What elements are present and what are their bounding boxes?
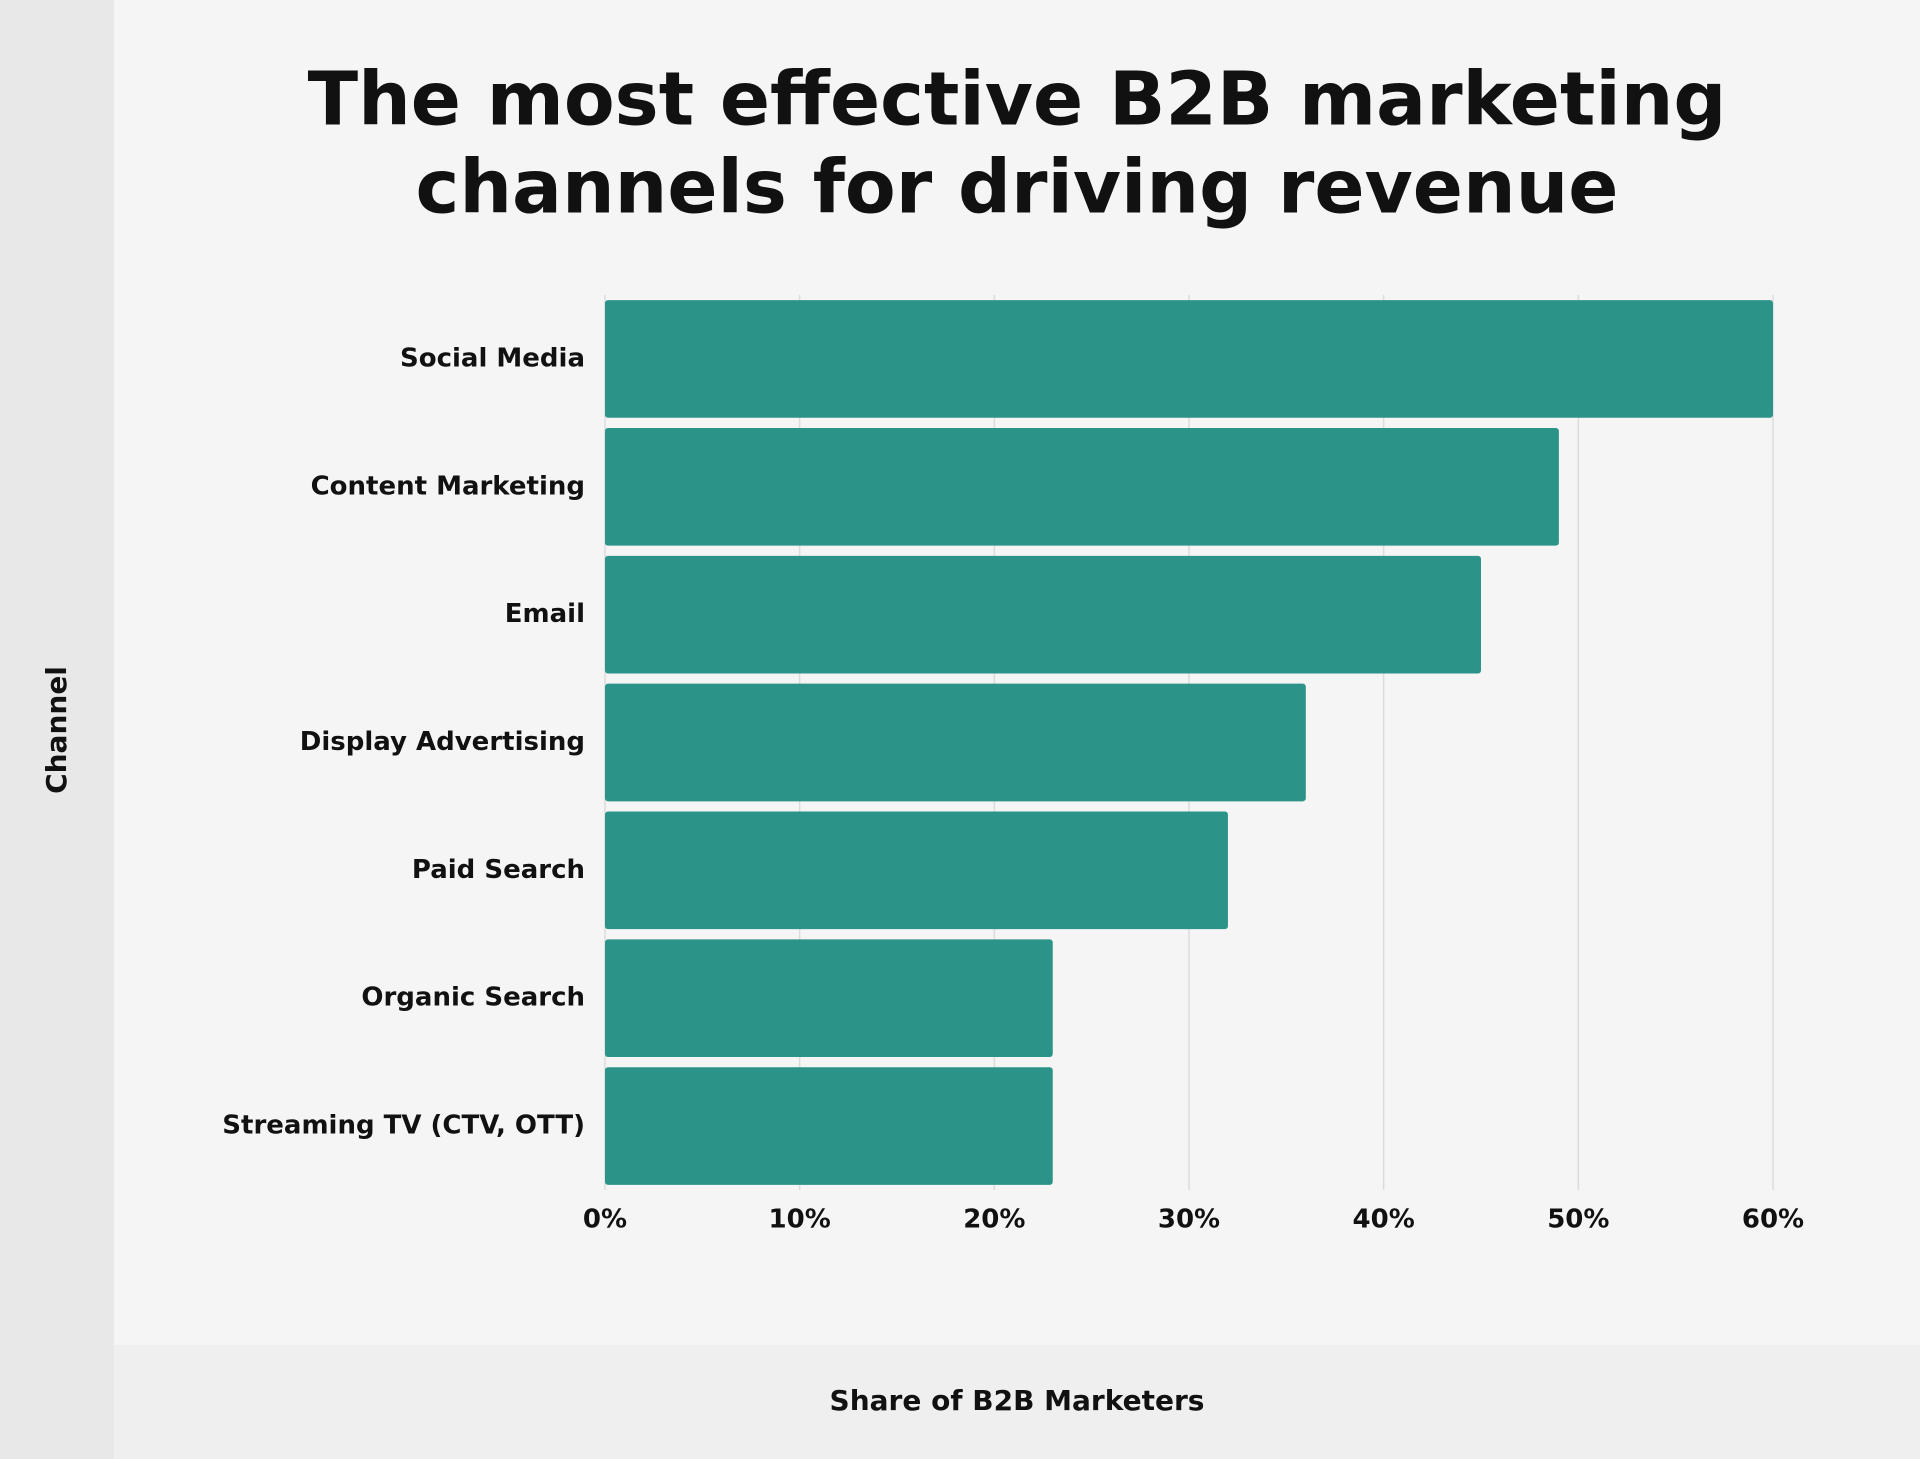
x-tick-label: 30% <box>1158 1205 1220 1235</box>
y-axis-label: Channel <box>40 666 73 794</box>
x-tick-label: 10% <box>769 1205 831 1235</box>
y-tick-label: Content Marketing <box>311 471 585 501</box>
y-tick-label: Social Media <box>400 343 585 373</box>
y-tick-label: Email <box>505 599 585 629</box>
y-tick-label: Organic Search <box>361 983 585 1013</box>
y-tick-label: Streaming TV (CTV, OTT) <box>222 1111 585 1141</box>
bar <box>605 683 1306 802</box>
x-label-strip <box>114 1345 1920 1459</box>
y-label-strip <box>0 0 114 1459</box>
bar <box>605 811 1228 930</box>
x-tick-label: 0% <box>583 1205 627 1235</box>
bar <box>605 427 1559 546</box>
bar <box>605 939 1053 1058</box>
y-tick-label: Paid Search <box>412 855 585 885</box>
bar <box>605 1067 1053 1185</box>
x-tick-label: 60% <box>1742 1205 1804 1235</box>
y-tick-label: Display Advertising <box>300 727 585 757</box>
x-axis-label: Share of B2B Marketers <box>830 1384 1205 1417</box>
chart-title: channels for driving revenue <box>415 145 1618 231</box>
bar <box>605 300 1773 418</box>
chart-title: The most effective B2B marketing <box>308 57 1727 143</box>
x-tick-label: 40% <box>1353 1205 1415 1235</box>
x-tick-label: 20% <box>963 1205 1025 1235</box>
x-tick-label: 50% <box>1547 1205 1609 1235</box>
bar <box>605 555 1481 674</box>
